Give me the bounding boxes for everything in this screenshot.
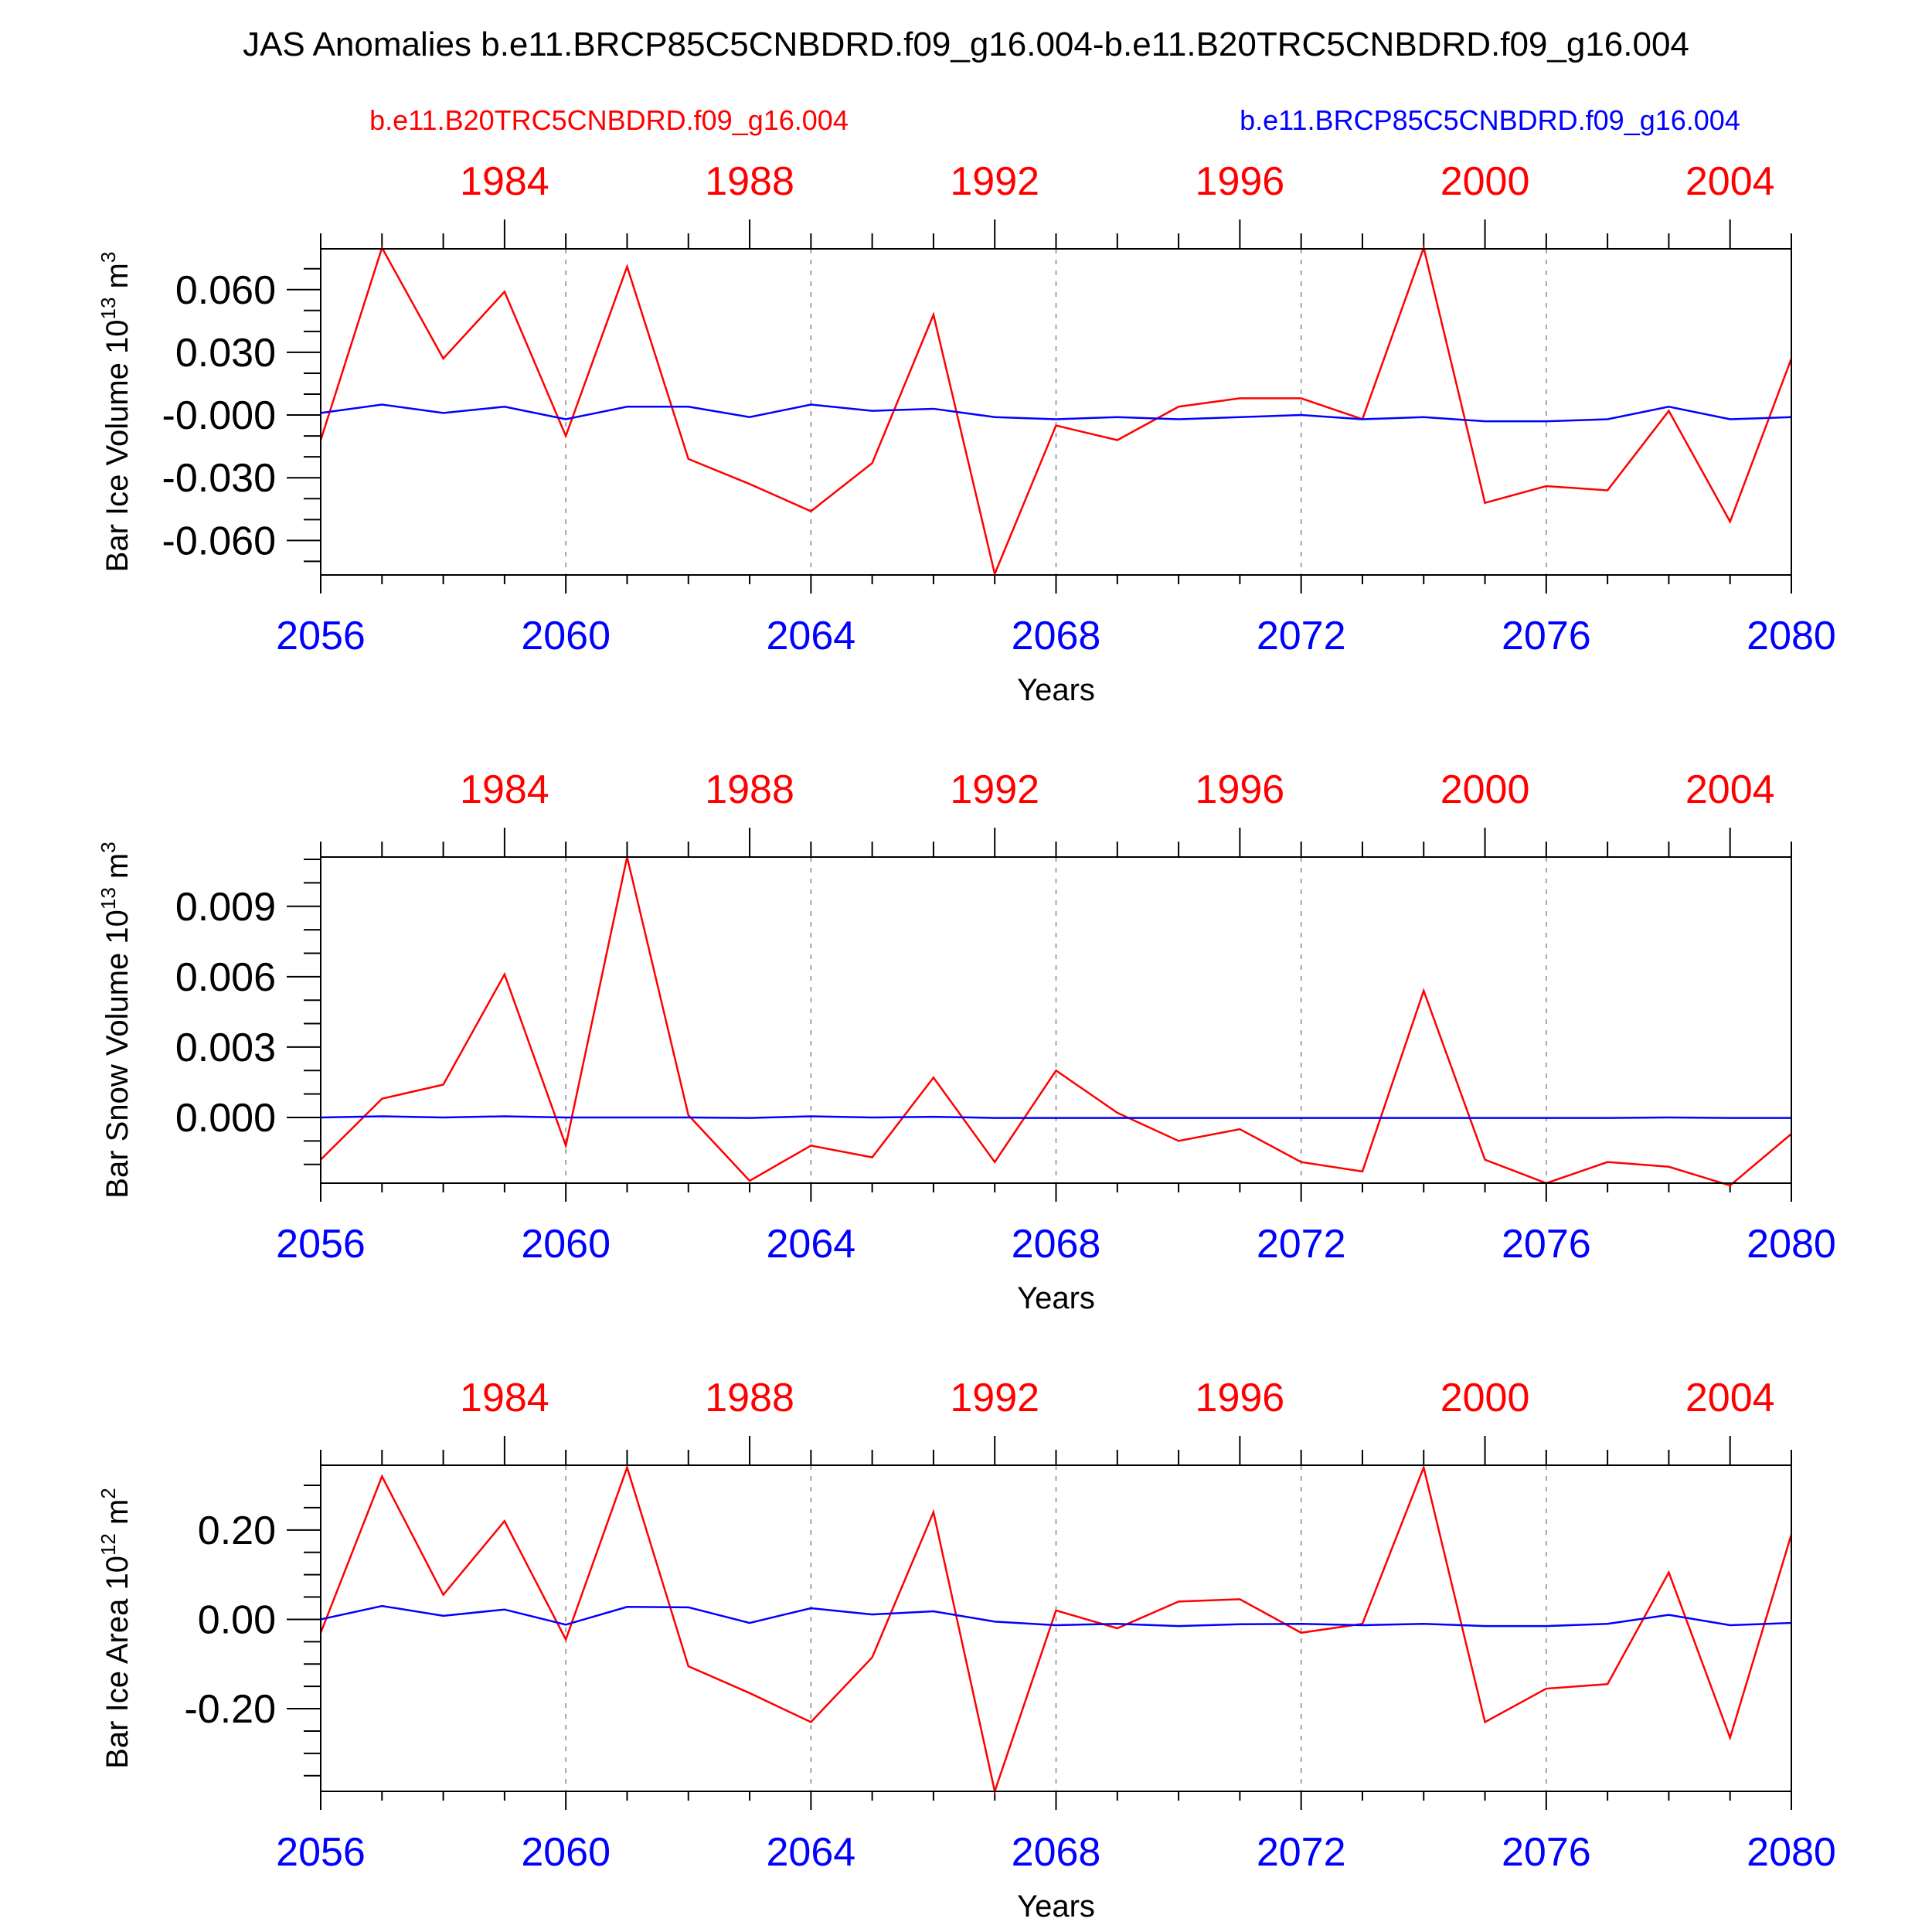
y-tick-label: 0.009: [175, 885, 276, 930]
x-top-tick-label: 1988: [705, 159, 794, 204]
panel-3: 2056 2060 2064 2068 2072 2076 2080 1984 1988 1992…: [97, 1376, 1836, 1923]
y-tick-label: 0.003: [175, 1026, 276, 1070]
x-tick-label: 2064: [766, 614, 855, 658]
x-tick-label: 2068: [1012, 1222, 1101, 1267]
x-tick-label: 2072: [1257, 1222, 1346, 1267]
plot-frame: [320, 248, 1792, 576]
x-tick-label: 2072: [1257, 1830, 1346, 1875]
x-top-tick-label: 2004: [1685, 1376, 1775, 1420]
x-tick-label: 2068: [1012, 1830, 1101, 1875]
legend-red-label: b.e11.B20TRC5CNBDRD.f09_g16.004: [369, 104, 849, 136]
x-tick-label: 2060: [521, 614, 611, 658]
y-tick-label: 0.060: [175, 268, 276, 313]
x-top-tick-label: 1988: [705, 1376, 794, 1420]
x-tick-label: 2056: [276, 1830, 366, 1875]
y-tick-label: -0.000: [162, 393, 276, 438]
y-tick-label: -0.060: [162, 519, 276, 563]
y-axis-title-unit-exponent: 3: [97, 842, 120, 852]
x-top-tick-label: 2004: [1685, 767, 1775, 812]
y-axis-title: Bar Ice Area 1012 m2: [97, 1488, 134, 1769]
x-tick-label: 2076: [1502, 1222, 1591, 1267]
y-tick-label: 0.20: [198, 1509, 276, 1553]
y-axis-title-main: Bar Snow Volume 10: [100, 910, 134, 1199]
x-top-tick-label: 2000: [1440, 159, 1530, 204]
x-tick-label: 2080: [1747, 614, 1836, 658]
x-tick-label: 2064: [766, 1222, 855, 1267]
y-tick-label: -0.20: [184, 1687, 276, 1732]
x-tick-label: 2072: [1257, 614, 1346, 658]
x-top-tick-label: 1996: [1196, 1376, 1285, 1420]
plot-frame: [320, 856, 1792, 1184]
chart-title: JAS Anomalies b.e11.BRCP85C5CNBDRD.f09_g…: [243, 26, 1689, 63]
x-top-tick-label: 1984: [460, 1376, 549, 1420]
x-top-tick-label: 1996: [1196, 767, 1285, 812]
x-tick-label: 2076: [1502, 1830, 1591, 1875]
y-axis-title-main: Bar Ice Area 10: [100, 1556, 134, 1769]
x-top-tick-label: 1992: [950, 1376, 1039, 1420]
series-line-blue: [320, 1115, 1791, 1119]
x-axis-title: Years: [1017, 1281, 1095, 1315]
x-tick-label: 2080: [1747, 1830, 1836, 1875]
panel-2: 2056 2060 2064 2068 2072 2076 2080 1984 1988 1992…: [97, 767, 1836, 1315]
x-tick-label: 2056: [276, 1222, 366, 1267]
y-axis-title-unit-exponent: 2: [97, 1488, 120, 1498]
chart-panels: 2056 2060 2064 2068 2072 2076 2080 1984 1988 1992…: [97, 159, 1836, 1923]
y-axis-title-main: Bar Ice Volume 10: [100, 319, 134, 572]
x-tick-label: 2064: [766, 1830, 855, 1875]
x-tick-label: 2076: [1502, 614, 1591, 658]
x-top-tick-label: 2000: [1440, 767, 1530, 812]
y-axis-title: Bar Ice Volume 1013 m3: [97, 252, 134, 573]
y-axis-title-unit: m: [100, 263, 134, 297]
x-axis-title: Years: [1017, 1889, 1095, 1923]
y-axis-title-unit: m: [100, 853, 134, 887]
x-top-tick-label: 2000: [1440, 1376, 1530, 1420]
y-axis-title-unit-exponent: 3: [97, 252, 120, 263]
x-tick-label: 2060: [521, 1222, 611, 1267]
legend-blue-label: b.e11.BRCP85C5CNBDRD.f09_g16.004: [1240, 104, 1740, 136]
panel-1: 2056 2060 2064 2068 2072 2076 2080 1984 1988 1992…: [97, 159, 1836, 707]
x-tick-label: 2060: [521, 1830, 611, 1875]
plot-frame: [320, 1464, 1792, 1792]
y-tick-label: 0.030: [175, 331, 276, 376]
y-tick-label: -0.030: [162, 456, 276, 501]
y-axis-title-unit: m: [100, 1499, 134, 1533]
x-top-tick-label: 1996: [1196, 159, 1285, 204]
x-axis-title: Years: [1017, 673, 1095, 707]
y-tick-label: 0.000: [175, 1096, 276, 1141]
y-tick-label: 0.00: [198, 1597, 276, 1642]
x-top-tick-label: 1992: [950, 767, 1039, 812]
y-tick-label: 0.006: [175, 955, 276, 1000]
x-top-tick-label: 2004: [1685, 159, 1775, 204]
y-axis-title-exponent: 13: [97, 298, 120, 320]
x-top-tick-label: 1992: [950, 159, 1039, 204]
y-axis-title: Bar Snow Volume 1013 m3: [97, 842, 134, 1198]
x-tick-label: 2056: [276, 614, 366, 658]
x-tick-label: 2080: [1747, 1222, 1836, 1267]
y-axis-title-exponent: 13: [97, 887, 120, 910]
x-top-tick-label: 1988: [705, 767, 794, 812]
x-top-tick-label: 1984: [460, 159, 549, 204]
x-tick-label: 2068: [1012, 614, 1101, 658]
y-axis-title-exponent: 12: [97, 1533, 120, 1556]
x-top-tick-label: 1984: [460, 767, 549, 812]
